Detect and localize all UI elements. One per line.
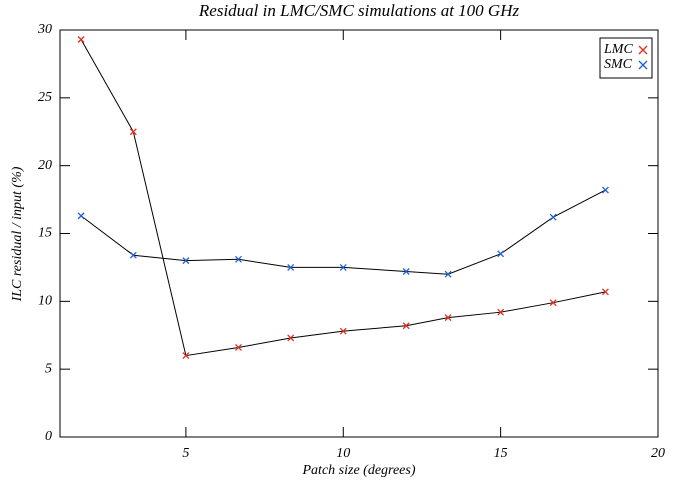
x-tick-label: 15 bbox=[494, 446, 508, 461]
data-point bbox=[497, 250, 505, 258]
data-point bbox=[444, 314, 452, 322]
data-point bbox=[339, 263, 347, 271]
data-point bbox=[339, 327, 347, 335]
marker-stroke bbox=[287, 334, 295, 342]
y-tick-label: 30 bbox=[37, 22, 52, 37]
data-point bbox=[129, 128, 137, 136]
data-point bbox=[287, 334, 295, 342]
series-line bbox=[80, 39, 606, 357]
marker-stroke bbox=[638, 60, 648, 70]
y-axis-label: ILC residual / input (%) bbox=[10, 166, 25, 302]
data-point bbox=[497, 308, 505, 316]
legend-marker bbox=[638, 45, 648, 55]
legend-marker bbox=[638, 60, 648, 70]
data-point bbox=[444, 270, 452, 278]
marker-stroke bbox=[182, 352, 190, 360]
data-point bbox=[402, 322, 410, 330]
marker-stroke bbox=[77, 36, 85, 43]
y-tick-label: 15 bbox=[38, 226, 52, 241]
data-point bbox=[402, 268, 410, 275]
marker-stroke bbox=[601, 288, 609, 296]
data-point bbox=[287, 263, 295, 271]
legend-label: SMC bbox=[604, 57, 633, 72]
data-point bbox=[182, 352, 190, 360]
data-point bbox=[601, 186, 609, 194]
marker-stroke bbox=[129, 251, 137, 259]
x-axis-label: Patch size (degrees) bbox=[302, 463, 416, 478]
y-tick-label: 20 bbox=[38, 158, 52, 173]
y-tick-label: 5 bbox=[45, 361, 52, 376]
series-line bbox=[80, 189, 606, 275]
marker-stroke bbox=[77, 212, 85, 220]
y-tick-label: 25 bbox=[38, 90, 52, 105]
marker-stroke bbox=[549, 299, 557, 307]
data-point bbox=[77, 36, 85, 43]
x-tick-label: 5 bbox=[182, 446, 189, 461]
chart-title: Residual in LMC/SMC simulations at 100 G… bbox=[198, 1, 520, 20]
data-point bbox=[549, 213, 557, 221]
marker-stroke bbox=[444, 270, 452, 278]
y-tick-label: 10 bbox=[38, 294, 52, 309]
data-point bbox=[234, 255, 242, 263]
data-point bbox=[601, 288, 609, 296]
marker-stroke bbox=[402, 322, 410, 330]
data-point bbox=[549, 299, 557, 307]
marker-stroke bbox=[444, 314, 452, 322]
marker-stroke bbox=[234, 344, 242, 351]
plot-frame bbox=[59, 29, 659, 438]
data-point bbox=[182, 257, 190, 265]
legend-label: LMC bbox=[603, 42, 633, 57]
data-point bbox=[234, 344, 242, 351]
marker-stroke bbox=[339, 327, 347, 335]
marker-stroke bbox=[339, 263, 347, 271]
marker-stroke bbox=[129, 128, 137, 136]
marker-stroke bbox=[402, 268, 410, 275]
marker-stroke bbox=[287, 263, 295, 271]
x-tick-label: 20 bbox=[651, 446, 665, 461]
legend-box bbox=[599, 37, 653, 79]
data-point bbox=[77, 212, 85, 220]
marker-stroke bbox=[234, 255, 242, 263]
x-tick-label: 10 bbox=[336, 446, 350, 461]
marker-stroke bbox=[549, 213, 557, 221]
marker-stroke bbox=[497, 250, 505, 258]
marker-stroke bbox=[638, 45, 648, 55]
marker-stroke bbox=[182, 257, 190, 265]
y-tick-label: 0 bbox=[45, 429, 52, 444]
data-point bbox=[129, 251, 137, 259]
marker-stroke bbox=[497, 308, 505, 316]
marker-stroke bbox=[601, 186, 609, 194]
